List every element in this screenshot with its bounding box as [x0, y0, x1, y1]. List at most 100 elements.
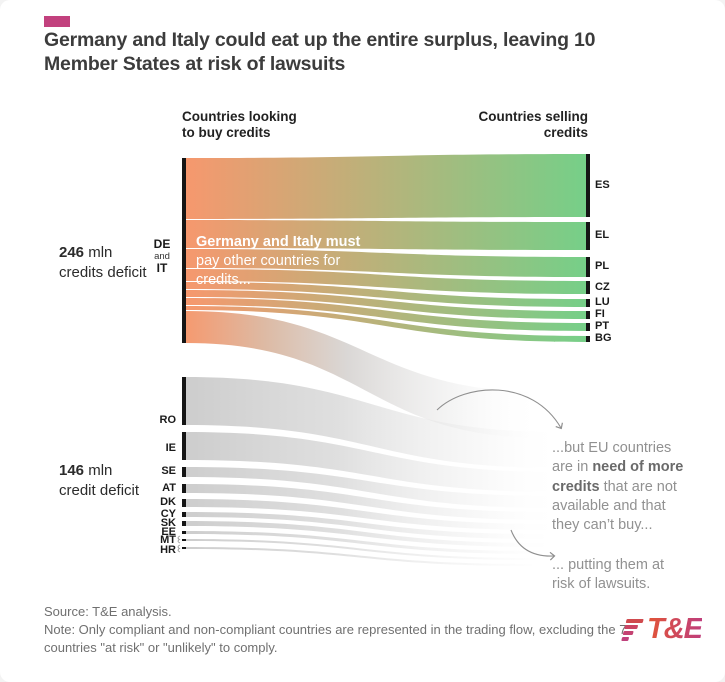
- deficit-top-number: 246: [59, 244, 85, 261]
- deficit-bottom-caption: credit deficit: [59, 481, 140, 499]
- arrow-to-risk-annotation: [510, 529, 556, 561]
- flow-cz: [186, 269, 586, 294]
- node-bar-es: [586, 154, 590, 217]
- flow-ie: [186, 432, 560, 492]
- node-bar-dk: [182, 499, 186, 507]
- overlay-line2: pay other countries for: [196, 253, 341, 270]
- deficit-label-bottom: 146 mln credit deficit: [59, 461, 139, 500]
- accent-bar: [44, 16, 70, 27]
- flow-bg: [186, 306, 586, 342]
- flow-overlay-note: Germany and Italy must pay other countri…: [196, 233, 360, 290]
- source-text: Source: T&E analysis.: [44, 604, 172, 619]
- label-and: and: [154, 251, 170, 262]
- node-bar-ro: [182, 377, 186, 425]
- node-bar-ee: [182, 531, 186, 534]
- page-title: Germany and Italy could eat up the entir…: [44, 29, 664, 77]
- node-bar-el: [586, 222, 590, 250]
- country-label-ie: IE: [165, 442, 176, 454]
- ann-need-line5: they can’t buy...: [552, 517, 653, 534]
- country-label-ee: EE: [161, 526, 176, 538]
- deficit-label-top: 246 mln credits deficit: [59, 243, 147, 282]
- annotation-need-credits: ...but EU countries are in need of more …: [552, 439, 692, 535]
- node-bar-pl: [586, 257, 590, 277]
- country-label-sk: SK: [160, 517, 176, 529]
- node-bar-mt: [182, 539, 186, 541]
- node-bar-fi: [586, 311, 590, 319]
- te-logo-stripes-icon: [621, 618, 644, 641]
- sellers-header-line1: Countries selling: [478, 109, 588, 124]
- country-label-se: SE: [161, 465, 176, 477]
- label-de: DE: [153, 237, 171, 251]
- country-label-hr: HR: [160, 544, 176, 556]
- flow-pl: [186, 249, 586, 277]
- country-label-mt: MT: [160, 534, 176, 546]
- ann-risk-line2: risk of lawsuits.: [552, 576, 651, 593]
- flow-fi: [186, 290, 586, 319]
- node-label-de-it: DE and IT: [145, 238, 179, 275]
- note-text-line2: countries "at risk" or "unlikely" to com…: [44, 639, 278, 655]
- ann-need-line3: credits that are not: [552, 478, 677, 495]
- flow-ro: [186, 377, 560, 468]
- note-text-line1: Note: Only compliant and non-compliant c…: [44, 621, 627, 637]
- te-logo-text: T&E: [647, 613, 703, 645]
- country-label-at: AT: [162, 482, 176, 494]
- title-line1: Germany and Italy could eat up the entir…: [44, 29, 596, 51]
- buyers-header-line1: Countries looking: [182, 109, 297, 124]
- country-label-cz: CZ: [595, 281, 610, 293]
- flow-sk: [186, 521, 544, 547]
- node-bar-pt: [586, 323, 590, 331]
- deficit-bottom-number: 146: [59, 462, 85, 479]
- node-bar-se: [182, 467, 186, 477]
- sellers-header-line2: credits: [543, 124, 588, 140]
- node-bar-hr: [182, 547, 186, 549]
- deficit-top-unit: mln: [84, 244, 113, 261]
- sankey-node-bars: [182, 154, 590, 549]
- brace-mark-mt: [177, 535, 181, 544]
- country-label-bg: BG: [595, 332, 612, 344]
- title-line2: Member States at risk of lawsuits: [44, 52, 346, 75]
- node-bar-cz: [586, 281, 590, 294]
- te-logo: T&E: [621, 613, 703, 646]
- country-label-fi: FI: [595, 308, 605, 320]
- flow-lu: [186, 282, 586, 307]
- country-label-es: ES: [595, 179, 610, 191]
- sankey-ribbons: [186, 154, 586, 566]
- deficit-bottom-unit: mln: [84, 462, 113, 479]
- flow-ee: [186, 531, 540, 554]
- country-label-el: EL: [595, 229, 610, 241]
- flow-mt: [186, 539, 536, 560]
- flow-hr: [186, 547, 532, 566]
- country-label-ro: RO: [159, 414, 177, 426]
- footer-notes: Source: T&E analysis. Note: Only complia…: [44, 603, 626, 657]
- ann-need-line4: available and that: [552, 497, 666, 514]
- flow-el: [186, 220, 586, 250]
- country-label-dk: DK: [160, 496, 176, 508]
- arrow-to-need-annotation: [436, 389, 563, 430]
- flow-es: [186, 154, 586, 219]
- overlay-line1: Germany and Italy must: [196, 234, 361, 250]
- buyers-header-line2: to buy credits: [182, 124, 271, 140]
- ann-risk-line1: ... putting them at: [552, 557, 665, 573]
- label-it: IT: [156, 261, 168, 275]
- overlay-line3: credits...: [196, 272, 251, 289]
- country-label-pl: PL: [595, 260, 610, 272]
- brace-mark-hr: [177, 544, 181, 553]
- ann-need-line1: ...but EU countries: [552, 440, 672, 456]
- country-label-cy: CY: [160, 508, 176, 520]
- node-bar-de-it: [182, 158, 186, 343]
- flow-dk: [186, 499, 548, 530]
- country-label-lu: LU: [595, 296, 610, 308]
- node-bar-lu: [586, 299, 590, 307]
- node-bar-at: [182, 484, 186, 493]
- flow-unmet-demand: [186, 311, 545, 438]
- column-header-sellers: Countries selling credits: [478, 109, 588, 141]
- country-label-pt: PT: [595, 320, 610, 332]
- node-bar-sk: [182, 521, 186, 526]
- flow-se: [186, 467, 556, 508]
- annotation-risk-lawsuits: ... putting them at risk of lawsuits.: [552, 556, 692, 595]
- column-header-buyers: Countries looking to buy credits: [182, 109, 297, 141]
- flow-pt: [186, 298, 586, 331]
- flow-at: [186, 484, 552, 520]
